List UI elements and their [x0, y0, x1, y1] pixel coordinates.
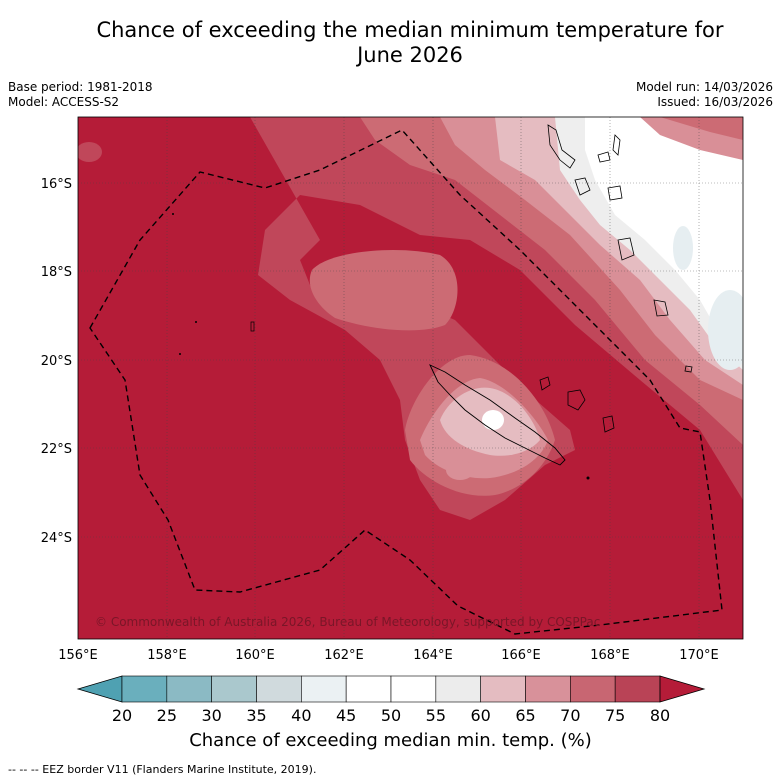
band-40-a: [673, 226, 693, 270]
new-caledonia: [429, 364, 566, 466]
lat-tick: 20°S: [41, 354, 72, 369]
base-period: Base period: 1981-2018: [8, 80, 153, 94]
colorbar: 20 25 30 35 40 45 50 55 60 65 70 75 80: [76, 675, 706, 725]
lon-tick: 158°E: [147, 648, 187, 663]
colorbar-swatch: [480, 675, 526, 703]
model-run: Model run: 14/03/2026: [635, 80, 773, 94]
lon-tick: 168°E: [590, 648, 630, 663]
island-maewo: [612, 134, 621, 156]
issued-date: Issued: 16/03/2026: [657, 95, 773, 109]
colorbar-swatch: [301, 675, 347, 703]
band-75-west: [78, 142, 102, 162]
lat-tick: 24°S: [41, 531, 72, 546]
lat-tick: 22°S: [41, 442, 72, 457]
colorbar-label: 75: [605, 706, 625, 725]
colorbar-arrow-high: [659, 675, 706, 703]
colorbar-swatch: [614, 675, 661, 703]
model-name: Model: ACCESS-S2: [8, 95, 120, 109]
colorbar-swatch: [570, 675, 616, 703]
island-mare: [602, 415, 615, 433]
title-line-2: June 2026: [357, 43, 463, 67]
island-chesterfield: [250, 321, 255, 332]
colorbar-swatch: [256, 675, 302, 703]
meta-left: Base period: 1981-2018 Model: ACCESS-S2: [8, 80, 153, 110]
colorbar-label: 25: [157, 706, 177, 725]
island-ouvea: [539, 376, 551, 391]
colorbar-swatch: [211, 675, 257, 703]
colorbar-label: 40: [291, 706, 311, 725]
island-efate: [617, 237, 635, 261]
colorbar-swatch: [435, 675, 481, 703]
island-malekula: [574, 177, 591, 196]
graticule: [78, 117, 743, 639]
colorbar-label: 70: [560, 706, 580, 725]
lat-ticks: 16°S 18°S 20°S 22°S 24°S: [41, 177, 72, 546]
islet-4: [586, 476, 590, 480]
colorbar-label: 60: [470, 706, 490, 725]
islet-2: [179, 353, 181, 355]
island-erromango: [653, 299, 669, 317]
lon-tick: 162°E: [324, 648, 364, 663]
copyright-text: © Commonwealth of Australia 2026, Bureau…: [95, 615, 600, 629]
colorbar-label: 30: [201, 706, 221, 725]
island-epi: [607, 185, 623, 201]
island-espiritu-santo: [547, 124, 576, 169]
eez-border: [89, 129, 723, 635]
lon-tick: 160°E: [235, 648, 275, 663]
map-title: Chance of exceeding the median minimum t…: [60, 18, 760, 68]
title-line-1: Chance of exceeding the median minimum t…: [96, 18, 724, 42]
band-40-b: [708, 290, 743, 370]
lon-tick: 166°E: [501, 648, 541, 663]
colorbar-swatch: [390, 675, 437, 703]
colorbar-label: 45: [336, 706, 356, 725]
colorbar-arrow-low: [76, 675, 123, 703]
map-area: © Commonwealth of Australia 2026, Bureau…: [78, 117, 743, 639]
lon-tick: 164°E: [413, 648, 453, 663]
lon-tick: 156°E: [58, 648, 98, 663]
lat-tick: 16°S: [41, 177, 72, 192]
colorbar-label: 20: [112, 706, 132, 725]
colorbar-swatch: [166, 675, 212, 703]
meta-right: Model run: 14/03/2026 Issued: 16/03/2026: [636, 80, 773, 110]
island-ambae: [597, 151, 611, 163]
map-frame: [77, 116, 744, 640]
colorbar-swatch: [525, 675, 571, 703]
band-65-south: [446, 460, 474, 480]
band-70-central: [309, 250, 458, 331]
band-70-ne: [660, 117, 743, 140]
colorbar-swatch: [345, 675, 392, 703]
eez-legend-note: -- -- -- EEZ border V11 (Flanders Marine…: [8, 763, 317, 776]
islet-3: [195, 321, 197, 323]
islet-1: [172, 213, 174, 215]
lat-tick: 18°S: [41, 265, 72, 280]
band-50: [585, 117, 743, 360]
lon-ticks: 156°E 158°E 160°E 162°E 164°E 166°E 168°…: [58, 648, 719, 663]
island-tanna: [684, 365, 693, 373]
colorbar-label: 55: [426, 706, 446, 725]
colorbar-label: 50: [381, 706, 401, 725]
colorbar-label: 65: [515, 706, 535, 725]
colorbar-label: 80: [650, 706, 670, 725]
island-lifou: [567, 389, 586, 411]
colorbar-title: Chance of exceeding median min. temp. (%…: [189, 730, 592, 751]
colorbar-swatch: [121, 675, 168, 703]
colorbar-label: 35: [246, 706, 266, 725]
lon-tick: 170°E: [679, 648, 719, 663]
band-50-newcal: [482, 410, 504, 430]
